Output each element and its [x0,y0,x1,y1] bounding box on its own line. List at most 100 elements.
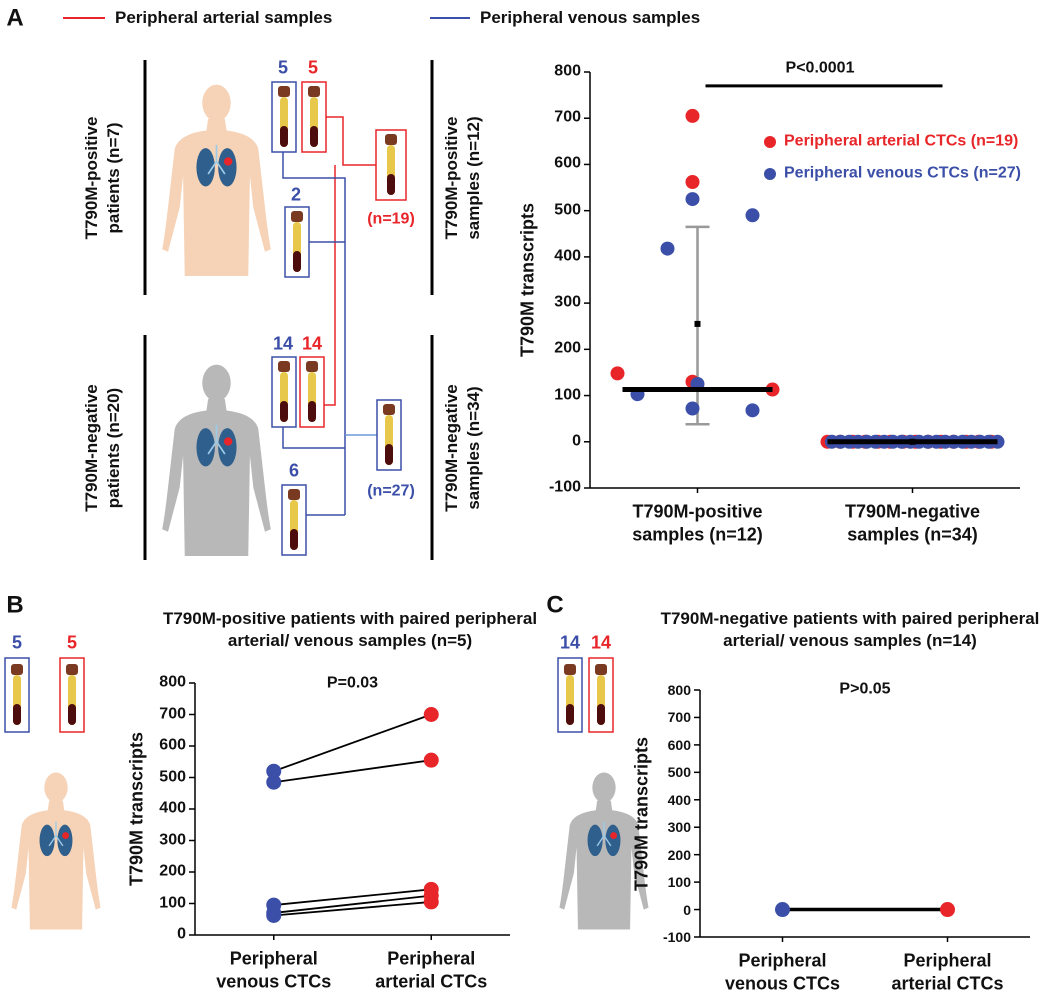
body-icon [161,83,272,277]
y-tick-label: 700 [667,709,691,726]
y-tick-label: 200 [667,846,691,863]
y-tick-label: 600 [667,736,691,753]
sample-group-label: T790M-negative samples (n=34) [441,384,483,512]
tube-count: 5 [307,57,319,78]
data-point [610,366,625,381]
connectors [282,116,377,516]
y-tick-label: -100 [662,928,691,945]
pair-line [273,888,432,906]
data-point [685,192,700,207]
x-tick-label: Peripheral arterial CTCs [891,950,1004,992]
y-tick-label: 200 [159,862,186,880]
legend-label: Peripheral venous CTCs (n=27) [784,164,1021,182]
tube-total: (n=27) [367,482,415,500]
panel-label: C [546,591,564,619]
legend-marker [764,136,776,148]
y-tick-label: 200 [554,339,581,357]
y-tick-label: 0 [572,432,581,450]
y-tick-label: 700 [159,705,186,723]
data-point [423,752,439,768]
legend-label: Peripheral arterial samples [115,7,333,27]
y-tick-label: 500 [159,768,186,786]
data-point [775,902,790,918]
y-tick-label: 300 [554,293,581,311]
data-point [266,774,282,790]
legend-label: Peripheral arterial CTCs (n=19) [784,132,1019,150]
chart-title: T790M-negative patients with paired peri… [660,608,1040,650]
x-tick-label: Peripheral arterial CTCs [375,948,488,992]
x-tick-label: Peripheral venous CTCs [216,948,332,992]
tube-count: 14 [301,333,323,354]
y-tick-label: 0 [683,901,691,918]
panel-label: B [6,591,24,619]
y-tick-label: 800 [159,673,186,691]
tube-count: 5 [277,57,289,78]
tubes [271,81,407,556]
y-tick-label: 600 [159,736,186,754]
chart-title: T790M-positive patients with paired peri… [162,608,538,650]
data-point [940,902,955,918]
data-point [685,175,700,190]
data-point [423,707,439,722]
y-tick-label: 600 [554,155,581,173]
y-axis-label: T790M transcripts [126,731,147,887]
panel-c-icons [557,657,650,931]
data-point [423,894,439,910]
y-tick-label: 500 [667,764,691,781]
tube-total: (n=19) [367,210,415,228]
y-tick-label: 400 [159,799,186,817]
body-icon [161,363,272,557]
y-tick-label: 500 [554,201,581,219]
p-value: P=0.03 [326,675,379,693]
x-tick-label: Peripheral venous CTCs [724,950,841,992]
y-tick-label: -100 [548,478,581,496]
y-tick-label: 800 [667,681,691,698]
tube-count: 6 [288,460,300,481]
tube-count: 14 [559,632,581,653]
tube-count: 2 [290,184,302,205]
y-tick-label: 400 [667,791,691,808]
y-axis-label: T790M transcripts [631,736,652,891]
data-point [685,108,700,123]
patient-group-label: T790M-positive patients (n=7) [81,116,123,240]
panel-a-diagram [63,17,470,560]
tube-count: 14 [272,333,294,354]
pair-line [273,901,432,917]
legend-marker [764,168,776,180]
y-tick-label: 100 [159,894,186,912]
y-tick-label: 400 [554,247,581,265]
y-tick-label: 300 [667,819,691,836]
y-tick-label: 300 [159,831,186,849]
x-tick-label: T790M-negative samples (n=34) [844,501,981,545]
pair-line [273,713,432,773]
x-tick-label: T790M-positive samples (n=12) [632,501,763,545]
patient-group-label: T790M-negative patients (n=20) [81,384,123,512]
data-point [745,208,760,223]
p-value: P>0.05 [839,680,891,698]
y-tick-label: 800 [554,62,581,80]
pair-line [273,759,432,784]
panel-label: A [6,4,24,32]
data-point [685,401,700,416]
mean-marker [694,320,701,327]
legend-label: Peripheral venous samples [480,7,701,27]
p-value: P<0.0001 [785,59,855,77]
tube-count: 5 [11,632,23,653]
y-tick-label: 100 [554,386,581,404]
data-point [266,763,282,779]
panel-b-icons [4,657,102,931]
y-tick-label: 700 [554,108,581,126]
data-point [660,241,675,256]
sample-group-label: T790M-positive samples (n=12) [441,116,483,240]
y-tick-label: 100 [667,874,691,891]
mean-marker [909,438,916,445]
pair-line [273,894,432,914]
y-tick-label: 0 [177,925,186,943]
y-axis-label: T790M transcripts [517,202,538,358]
tube-count: 14 [590,632,612,653]
data-point [266,907,282,923]
tube-count: 5 [66,632,78,653]
data-point [745,403,760,418]
